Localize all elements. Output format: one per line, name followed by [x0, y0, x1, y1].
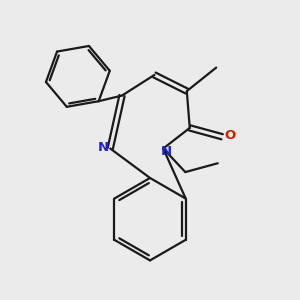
Text: O: O [225, 129, 236, 142]
Text: N: N [97, 141, 109, 154]
Text: N: N [160, 145, 172, 158]
